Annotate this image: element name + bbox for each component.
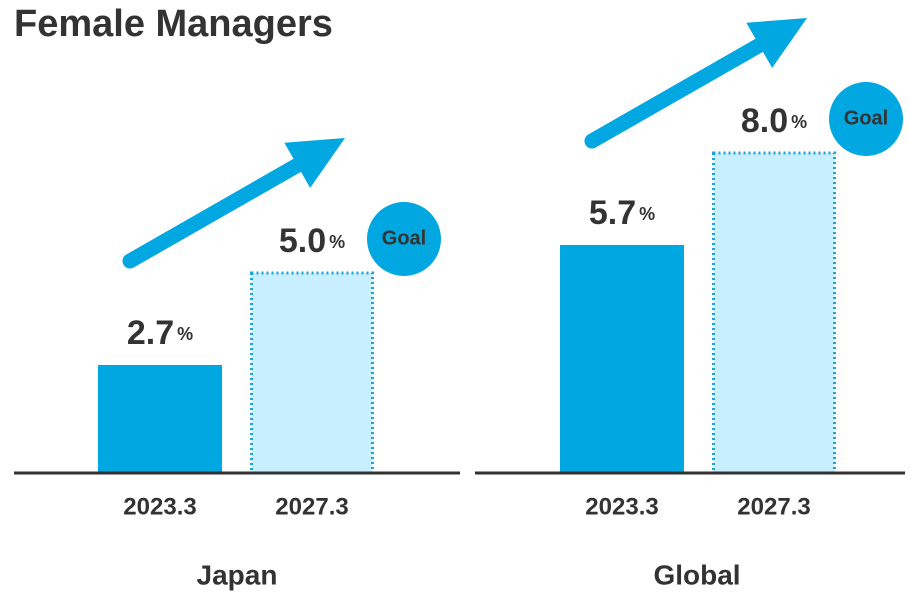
goal-label: Goal	[382, 227, 426, 249]
page-title: Female Managers	[14, 3, 333, 45]
value-label: 5.0%	[279, 222, 345, 260]
trend-arrow	[584, 37, 767, 149]
trend-arrow-head	[746, 18, 807, 68]
value-label: 2.7%	[127, 314, 193, 352]
chart-title: Global	[653, 559, 740, 590]
x-tick-label: 2027.3	[275, 493, 348, 520]
bar	[560, 245, 684, 473]
value-label: 8.0%	[741, 102, 807, 140]
x-tick-label: 2023.3	[585, 493, 658, 520]
x-tick-label: 2023.3	[123, 493, 196, 520]
goal-badge	[367, 202, 441, 276]
value-label: 5.7%	[589, 194, 655, 232]
chart-title: Japan	[197, 559, 278, 590]
goal-badge	[829, 82, 903, 156]
bar	[250, 271, 374, 475]
bar	[712, 151, 836, 475]
goal-label: Goal	[844, 107, 888, 129]
trend-arrow-head	[284, 138, 345, 188]
trend-arrow	[122, 157, 305, 269]
x-tick-label: 2027.3	[737, 493, 810, 520]
bar	[98, 365, 222, 473]
